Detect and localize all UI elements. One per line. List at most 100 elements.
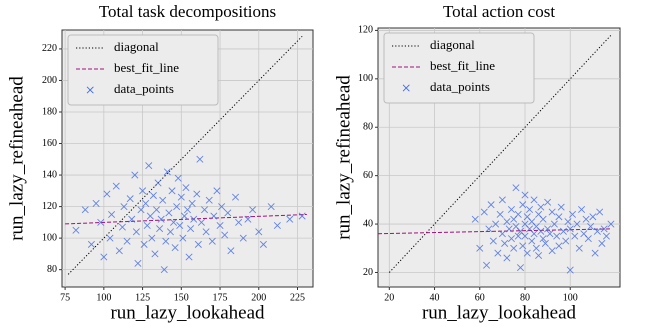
marker-stroke bbox=[224, 209, 232, 217]
data-point bbox=[239, 234, 247, 242]
x-tick-label: 200 bbox=[251, 292, 266, 303]
marker-stroke bbox=[140, 240, 148, 248]
marker-stroke bbox=[235, 218, 243, 226]
data-point bbox=[120, 203, 128, 211]
marker-stroke bbox=[273, 221, 281, 230]
x-tick-label: 20 bbox=[384, 292, 394, 303]
data-point bbox=[286, 215, 294, 223]
series-line bbox=[67, 35, 303, 275]
marker-stroke bbox=[514, 232, 522, 240]
y-axis-label: run_lazy_refineahead bbox=[6, 76, 27, 241]
legend-label: data_points bbox=[114, 81, 174, 96]
marker-stroke bbox=[582, 215, 590, 223]
marker-stroke bbox=[516, 227, 525, 235]
marker-stroke bbox=[587, 222, 595, 231]
marker-stroke bbox=[519, 201, 527, 209]
data-point bbox=[194, 240, 202, 248]
data-point bbox=[177, 193, 185, 201]
data-point bbox=[227, 247, 235, 255]
marker-stroke bbox=[532, 222, 540, 231]
marker-stroke bbox=[602, 232, 610, 240]
marker-stroke bbox=[168, 187, 176, 195]
data-point bbox=[532, 244, 540, 252]
data-point bbox=[221, 231, 229, 239]
marker-stroke bbox=[562, 237, 570, 245]
data-point bbox=[519, 242, 527, 250]
data-point bbox=[496, 210, 504, 218]
data-point bbox=[213, 187, 221, 195]
data-point bbox=[100, 253, 108, 261]
data-point bbox=[145, 162, 153, 170]
data-point bbox=[494, 249, 502, 257]
data-point bbox=[202, 228, 210, 236]
data-point bbox=[514, 232, 522, 240]
marker-stroke bbox=[521, 191, 529, 199]
marker-stroke bbox=[514, 210, 522, 218]
marker-stroke bbox=[501, 239, 509, 247]
data-point bbox=[148, 234, 156, 242]
marker-stroke bbox=[131, 171, 139, 179]
marker-stroke bbox=[494, 249, 502, 257]
data-point bbox=[483, 261, 491, 269]
data-point bbox=[224, 209, 232, 217]
data-point bbox=[541, 239, 549, 247]
data-point bbox=[471, 215, 479, 223]
data-point bbox=[267, 203, 275, 211]
marker-stroke bbox=[476, 244, 484, 252]
marker-stroke bbox=[221, 231, 229, 239]
marker-stroke bbox=[539, 235, 547, 243]
subplot: 75 100 125 150 175 200 225 80 100 120 140 160 180 200… bbox=[6, 2, 314, 323]
data-point bbox=[544, 225, 552, 233]
data-point bbox=[159, 196, 167, 204]
marker-stroke bbox=[512, 222, 520, 231]
data-point bbox=[137, 206, 145, 214]
marker-stroke bbox=[591, 249, 599, 257]
data-point bbox=[501, 239, 509, 247]
data-point bbox=[530, 230, 538, 238]
data-point bbox=[589, 213, 597, 221]
data-point bbox=[205, 196, 213, 204]
marker-stroke bbox=[87, 240, 95, 248]
marker-stroke bbox=[126, 195, 134, 203]
marker-stroke bbox=[535, 210, 543, 218]
marker-stroke bbox=[537, 203, 545, 211]
data-point bbox=[582, 215, 590, 223]
data-point bbox=[166, 228, 174, 236]
marker-stroke bbox=[544, 198, 552, 206]
marker-stroke bbox=[523, 213, 531, 221]
x-tick-label: 40 bbox=[430, 292, 440, 303]
marker-stroke bbox=[507, 206, 515, 214]
data-point bbox=[156, 225, 164, 233]
x-tick-label: 75 bbox=[60, 292, 70, 303]
marker-stroke bbox=[156, 225, 164, 233]
marker-stroke bbox=[600, 225, 608, 233]
data-point bbox=[602, 232, 610, 240]
marker-stroke bbox=[507, 235, 515, 243]
y-tick-label: 80 bbox=[363, 122, 373, 133]
marker-stroke bbox=[553, 232, 561, 240]
marker-stroke bbox=[202, 228, 210, 236]
marker-stroke bbox=[483, 261, 491, 269]
marker-stroke bbox=[171, 244, 179, 252]
data-point bbox=[81, 206, 89, 214]
marker-stroke bbox=[584, 235, 592, 243]
y-tick-label: 160 bbox=[42, 138, 57, 149]
marker-stroke bbox=[521, 220, 529, 228]
marker-stroke bbox=[526, 206, 534, 214]
x-tick-label: 60 bbox=[475, 292, 485, 303]
data-point bbox=[600, 225, 608, 233]
marker-stroke bbox=[97, 218, 105, 226]
marker-stroke bbox=[103, 190, 111, 198]
x-tick-label: 80 bbox=[520, 292, 530, 303]
marker-stroke bbox=[516, 264, 525, 272]
data-point bbox=[115, 247, 123, 255]
x-tick-label: 100 bbox=[563, 292, 578, 303]
marker-stroke bbox=[267, 203, 275, 211]
marker-stroke bbox=[548, 247, 556, 255]
data-point bbox=[503, 218, 511, 226]
data-point bbox=[530, 196, 538, 204]
data-point bbox=[151, 250, 159, 258]
marker-stroke bbox=[496, 210, 504, 218]
marker-stroke bbox=[485, 225, 493, 233]
marker-stroke bbox=[188, 199, 196, 207]
